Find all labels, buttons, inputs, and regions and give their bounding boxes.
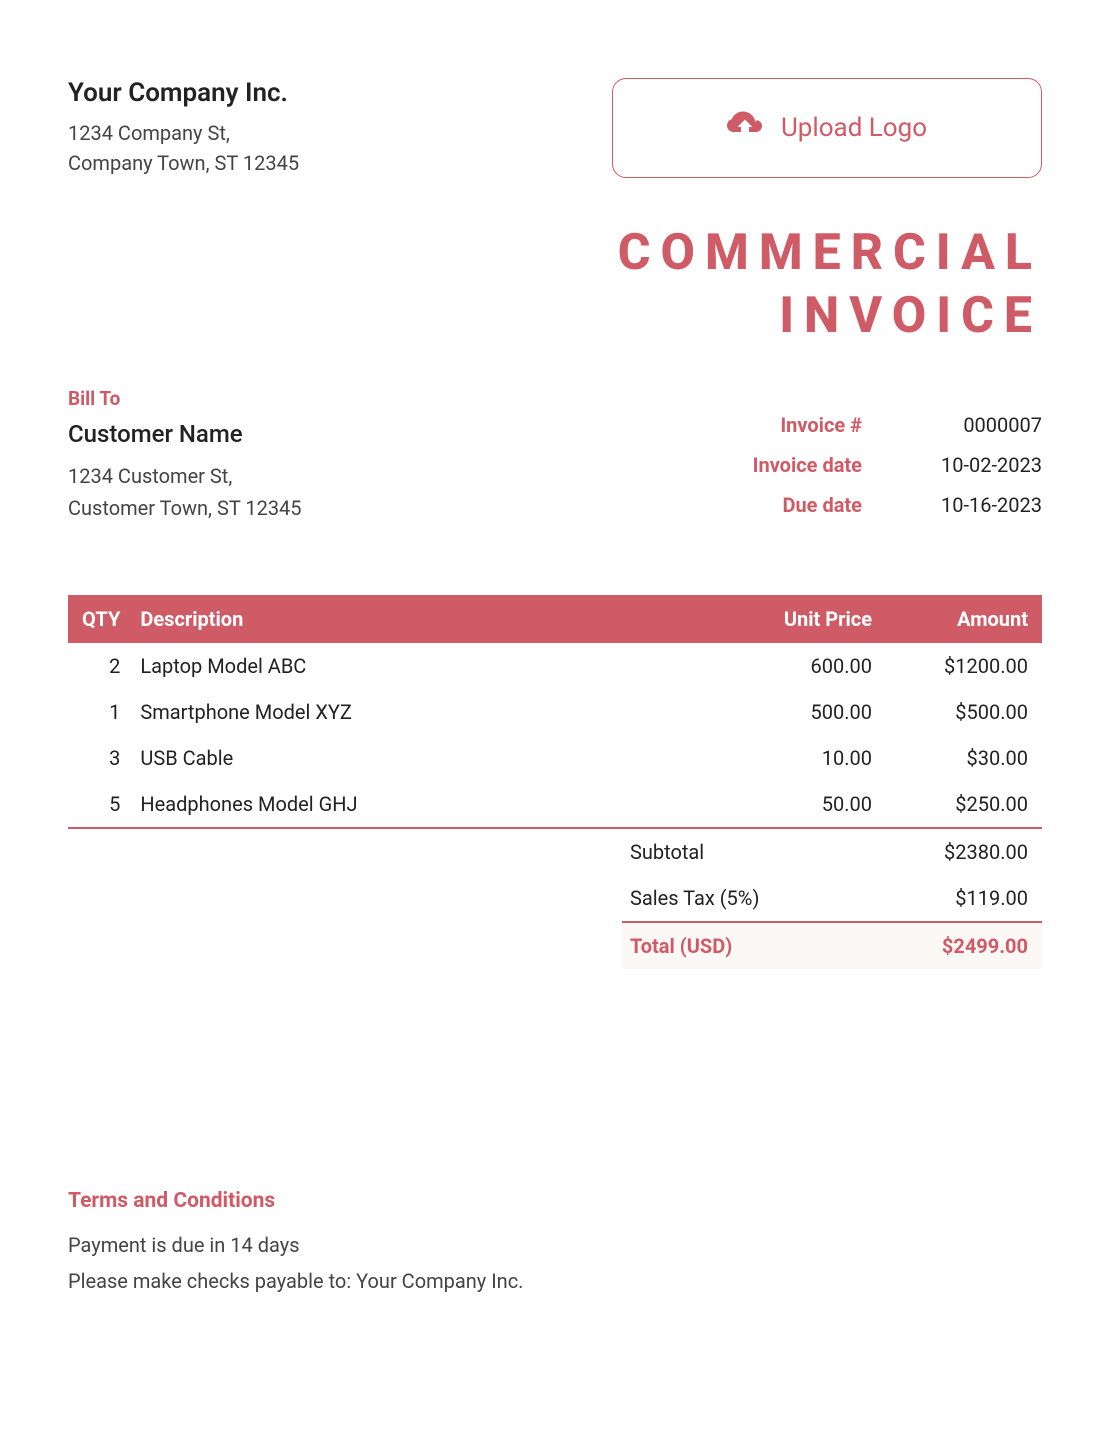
invoice-date-row: Invoice date 10-02-2023 [712,445,1042,485]
line-items-table: QTY Description Unit Price Amount 2 Lapt… [68,595,1042,829]
total-row: Total (USD) $2499.00 [622,923,1042,969]
cell-qty: 3 [68,735,130,781]
terms-line1: Payment is due in 14 days [68,1227,1042,1263]
bill-to-label: Bill To [68,387,302,410]
tax-label: Sales Tax (5%) [630,886,759,910]
bill-to-block: Bill To Customer Name 1234 Customer St, … [68,387,302,525]
company-address-line1: 1234 Company St, [68,118,299,148]
mid-section: Bill To Customer Name 1234 Customer St, … [68,387,1042,525]
cell-unit-price: 10.00 [702,735,882,781]
invoice-number-label: Invoice # [712,405,862,445]
table-row: 3 USB Cable 10.00 $30.00 [68,735,1042,781]
col-qty: QTY [68,595,130,643]
invoice-meta: Invoice # 0000007 Invoice date 10-02-202… [712,405,1042,525]
document-title-line2: INVOICE [68,285,1042,348]
total-label: Total (USD) [630,934,732,958]
due-date-row: Due date 10-16-2023 [712,485,1042,525]
cell-unit-price: 50.00 [702,781,882,828]
invoice-date-label: Invoice date [712,445,862,485]
invoice-date-value: 10-02-2023 [912,445,1042,485]
total-value: $2499.00 [942,934,1028,958]
cell-qty: 5 [68,781,130,828]
cell-unit-price: 500.00 [702,689,882,735]
due-date-label: Due date [712,485,862,525]
table-row: 1 Smartphone Model XYZ 500.00 $500.00 [68,689,1042,735]
company-address-line2: Company Town, ST 12345 [68,148,299,178]
upload-logo-label: Upload Logo [781,113,927,143]
subtotal-value: $2380.00 [944,840,1028,864]
cell-description: USB Cable [130,735,702,781]
table-header: QTY Description Unit Price Amount [68,595,1042,643]
subtotal-row: Subtotal $2380.00 [622,829,1042,875]
customer-address-line1: 1234 Customer St, [68,460,302,492]
company-block: Your Company Inc. 1234 Company St, Compa… [68,78,299,178]
cell-description: Headphones Model GHJ [130,781,702,828]
cell-qty: 2 [68,643,130,689]
customer-address: 1234 Customer St, Customer Town, ST 1234… [68,460,302,524]
col-amount: Amount [882,595,1042,643]
cell-amount: $250.00 [882,781,1042,828]
cell-amount: $1200.00 [882,643,1042,689]
invoice-number-value: 0000007 [912,405,1042,445]
cell-qty: 1 [68,689,130,735]
table-row: 2 Laptop Model ABC 600.00 $1200.00 [68,643,1042,689]
invoice-number-row: Invoice # 0000007 [712,405,1042,445]
tax-value: $119.00 [955,886,1028,910]
col-description: Description [130,595,702,643]
document-title: COMMERCIAL INVOICE [68,222,1042,347]
document-title-line1: COMMERCIAL [68,222,1042,285]
tax-row: Sales Tax (5%) $119.00 [622,875,1042,923]
cell-amount: $30.00 [882,735,1042,781]
cell-unit-price: 600.00 [702,643,882,689]
header: Your Company Inc. 1234 Company St, Compa… [68,78,1042,178]
table-row: 5 Headphones Model GHJ 50.00 $250.00 [68,781,1042,828]
upload-logo-button[interactable]: Upload Logo [612,78,1042,178]
company-name: Your Company Inc. [68,78,299,108]
table-body: 2 Laptop Model ABC 600.00 $1200.00 1 Sma… [68,643,1042,828]
cell-description: Smartphone Model XYZ [130,689,702,735]
subtotal-label: Subtotal [630,840,704,864]
col-unit-price: Unit Price [702,595,882,643]
cell-description: Laptop Model ABC [130,643,702,689]
customer-name: Customer Name [68,420,302,448]
totals-block: Subtotal $2380.00 Sales Tax (5%) $119.00… [68,829,1042,969]
company-address: 1234 Company St, Company Town, ST 12345 [68,118,299,178]
terms-block: Terms and Conditions Payment is due in 1… [68,1189,1042,1299]
due-date-value: 10-16-2023 [912,485,1042,525]
cell-amount: $500.00 [882,689,1042,735]
cloud-upload-icon [727,111,763,146]
terms-title: Terms and Conditions [68,1189,1042,1213]
terms-line2: Please make checks payable to: Your Comp… [68,1263,1042,1299]
customer-address-line2: Customer Town, ST 12345 [68,492,302,524]
